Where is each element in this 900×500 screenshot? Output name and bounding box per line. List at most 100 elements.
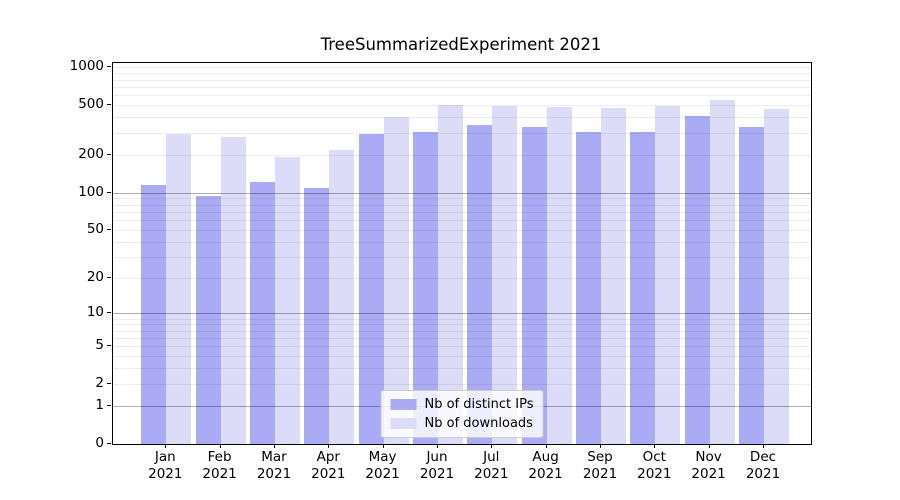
- bar-downloads: [220, 136, 246, 444]
- gridline: [113, 95, 811, 97]
- bar-downloads: [437, 104, 463, 444]
- y-tick: [107, 104, 111, 106]
- x-tick: [165, 444, 167, 448]
- y-tick: [107, 405, 111, 407]
- gridline: [113, 330, 811, 332]
- gridline: [113, 79, 811, 81]
- bar-distinct-ips: [358, 133, 384, 444]
- bar-downloads: [383, 116, 409, 444]
- distinct-ips-swatch: [390, 399, 417, 410]
- gridline: [113, 318, 811, 320]
- gridline: [113, 117, 811, 119]
- x-tick: [545, 444, 547, 448]
- bar-downloads: [763, 109, 789, 444]
- legend-label-downloads: Nb of downloads: [424, 416, 533, 431]
- y-tick-label: 100: [78, 183, 104, 200]
- bar-distinct-ips: [141, 184, 167, 444]
- y-tick: [107, 66, 111, 68]
- bar-distinct-ips: [684, 115, 710, 444]
- y-tick-label: 20: [86, 269, 104, 286]
- gridline: [113, 73, 811, 75]
- y-tick: [107, 443, 111, 444]
- gridline: [113, 256, 811, 258]
- y-tick-label: 5: [95, 337, 104, 354]
- bar-downloads: [329, 150, 355, 444]
- y-tick: [107, 153, 111, 155]
- x-tick-label: May 2021: [365, 449, 400, 482]
- bar-distinct-ips: [738, 126, 764, 444]
- gridline: [113, 67, 811, 69]
- y-tick-label: 0: [95, 435, 104, 451]
- bar-distinct-ips: [575, 131, 601, 444]
- x-tick: [382, 444, 384, 448]
- bar-downloads: [274, 156, 300, 444]
- gridline: [113, 278, 811, 280]
- x-tick: [328, 444, 330, 448]
- gridline: [113, 313, 811, 315]
- x-tick-label: Aug 2021: [528, 449, 563, 482]
- y-tick-label: 1: [95, 397, 104, 414]
- gridline: [113, 229, 811, 231]
- gridline: [113, 356, 811, 358]
- gridline: [113, 241, 811, 243]
- x-tick: [437, 444, 438, 448]
- x-tick-label: Nov 2021: [691, 449, 726, 482]
- bar-distinct-ips: [630, 132, 656, 444]
- legend-label-distinct-ips: Nb of distinct IPs: [424, 397, 534, 412]
- bar-distinct-ips: [195, 195, 221, 444]
- gridline: [113, 198, 811, 200]
- y-tick: [107, 191, 111, 193]
- y-tick-label: 500: [78, 96, 104, 113]
- x-tick-label: Apr 2021: [311, 449, 346, 482]
- x-tick: [763, 444, 764, 448]
- gridline: [113, 86, 811, 88]
- bar-downloads: [655, 106, 681, 444]
- gridline: [113, 324, 811, 326]
- x-tick: [274, 444, 275, 448]
- x-tick: [654, 444, 656, 448]
- y-tick-label: 2: [95, 375, 104, 392]
- x-tick-label: Mar 2021: [256, 449, 292, 482]
- y-tick-label: 50: [86, 220, 104, 237]
- bar-distinct-ips: [304, 187, 330, 444]
- gridline: [113, 204, 811, 206]
- bar-downloads: [492, 105, 518, 444]
- y-tick: [107, 345, 111, 347]
- gridline: [113, 211, 811, 213]
- x-tick: [600, 444, 601, 448]
- bar-downloads: [600, 108, 626, 444]
- x-tick-label: Sep 2021: [582, 449, 618, 482]
- gridline: [113, 132, 811, 134]
- x-tick: [491, 444, 493, 448]
- legend-item-downloads: Nb of downloads: [390, 414, 534, 433]
- y-tick: [107, 383, 111, 385]
- gridline: [113, 346, 811, 348]
- y-tick-label: 1000: [69, 58, 104, 75]
- bar-downloads: [166, 134, 192, 444]
- y-tick: [107, 312, 111, 314]
- x-tick: [708, 444, 710, 448]
- legend: Nb of distinct IPs Nb of downloads: [380, 390, 544, 438]
- y-tick-label: 10: [86, 304, 104, 321]
- bar-distinct-ips: [249, 181, 275, 444]
- legend-item-distinct-ips: Nb of distinct IPs: [390, 395, 534, 414]
- gridline: [113, 192, 811, 194]
- y-tick: [107, 228, 111, 230]
- y-tick-label: 200: [78, 145, 104, 162]
- x-tick-label: Jul 2021: [474, 449, 509, 482]
- gridline: [113, 105, 811, 107]
- gridline: [113, 337, 811, 339]
- x-tick-label: Dec 2021: [745, 449, 781, 482]
- x-tick-label: Jun 2021: [419, 449, 455, 482]
- bar-downloads: [709, 100, 735, 444]
- gridline: [113, 154, 811, 156]
- chart-title: TreeSummarizedExperiment 2021: [320, 35, 602, 54]
- gridline: [113, 368, 811, 370]
- x-tick-label: Jan 2021: [148, 449, 183, 482]
- downloads-swatch: [390, 418, 417, 429]
- plot-area: Nb of distinct IPs Nb of downloads: [112, 62, 812, 445]
- gridline: [113, 384, 811, 386]
- bar-downloads: [546, 107, 572, 444]
- gridlines-layer: [113, 63, 811, 444]
